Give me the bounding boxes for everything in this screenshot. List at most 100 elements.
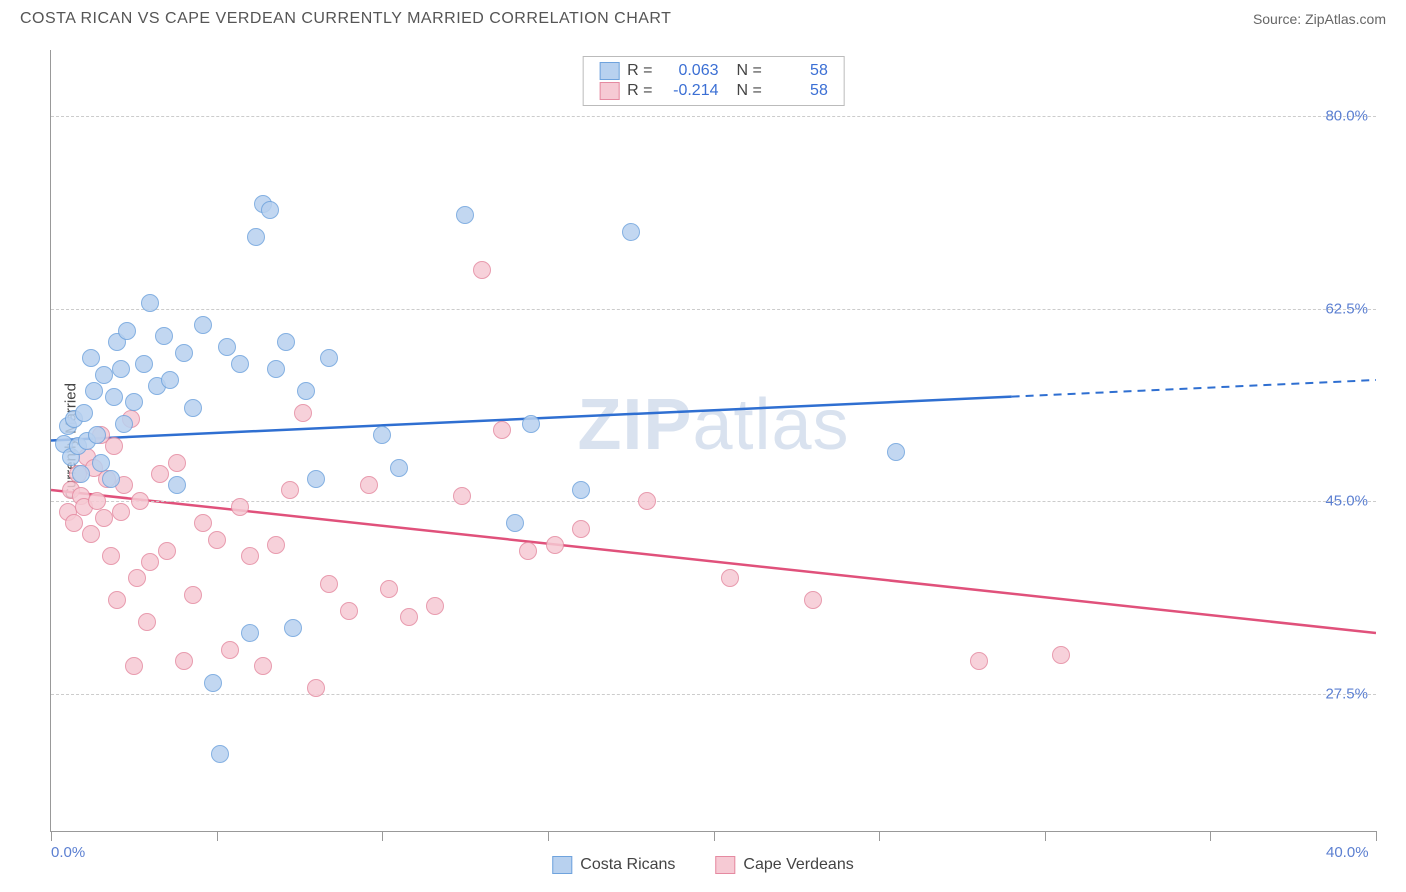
scatter-point xyxy=(85,382,103,400)
swatch-icon xyxy=(599,62,619,80)
x-tick xyxy=(1210,831,1211,841)
scatter-point xyxy=(493,421,511,439)
swatch-icon xyxy=(599,82,619,100)
scatter-point xyxy=(320,349,338,367)
scatter-point xyxy=(261,201,279,219)
scatter-point xyxy=(102,547,120,565)
scatter-point xyxy=(115,415,133,433)
scatter-point xyxy=(307,679,325,697)
scatter-point xyxy=(125,393,143,411)
scatter-point xyxy=(138,613,156,631)
scatter-point xyxy=(284,619,302,637)
y-tick-label: 45.0% xyxy=(1325,493,1368,510)
scatter-point xyxy=(135,355,153,373)
x-tick xyxy=(1376,831,1377,841)
scatter-point xyxy=(92,454,110,472)
scatter-point xyxy=(82,349,100,367)
scatter-point xyxy=(168,454,186,472)
scatter-point xyxy=(241,547,259,565)
scatter-point xyxy=(572,481,590,499)
scatter-point xyxy=(161,371,179,389)
swatch-icon xyxy=(552,856,572,874)
scatter-point xyxy=(194,514,212,532)
scatter-point xyxy=(108,591,126,609)
scatter-point xyxy=(970,652,988,670)
scatter-point xyxy=(102,470,120,488)
gridline xyxy=(51,501,1376,502)
scatter-point xyxy=(88,426,106,444)
scatter-point xyxy=(247,228,265,246)
scatter-point xyxy=(307,470,325,488)
scatter-point xyxy=(218,338,236,356)
trend-lines xyxy=(51,50,1376,831)
scatter-point xyxy=(75,404,93,422)
scatter-point xyxy=(141,294,159,312)
scatter-point xyxy=(522,415,540,433)
stats-legend: R = 0.063 N = 58 R = -0.214 N = 58 xyxy=(582,56,845,106)
scatter-point xyxy=(194,316,212,334)
scatter-point xyxy=(254,657,272,675)
x-tick xyxy=(217,831,218,841)
scatter-point xyxy=(473,261,491,279)
swatch-icon xyxy=(715,856,735,874)
scatter-point xyxy=(175,344,193,362)
scatter-point xyxy=(400,608,418,626)
scatter-point xyxy=(380,580,398,598)
scatter-point xyxy=(373,426,391,444)
scatter-point xyxy=(519,542,537,560)
plot-region: 27.5%45.0%62.5%80.0%0.0%40.0% xyxy=(51,50,1376,831)
y-tick-label: 62.5% xyxy=(1325,300,1368,317)
scatter-point xyxy=(360,476,378,494)
scatter-point xyxy=(546,536,564,554)
scatter-point xyxy=(211,745,229,763)
scatter-point xyxy=(105,437,123,455)
x-tick-label: 0.0% xyxy=(51,844,85,861)
x-tick xyxy=(382,831,383,841)
scatter-point xyxy=(1052,646,1070,664)
scatter-point xyxy=(184,586,202,604)
x-tick xyxy=(714,831,715,841)
legend-item-cape-verdeans: Cape Verdeans xyxy=(715,856,853,874)
scatter-point xyxy=(453,487,471,505)
chart-title: COSTA RICAN VS CAPE VERDEAN CURRENTLY MA… xyxy=(20,10,671,28)
scatter-point xyxy=(297,382,315,400)
scatter-point xyxy=(72,465,90,483)
scatter-point xyxy=(506,514,524,532)
x-tick-label: 40.0% xyxy=(1326,844,1369,861)
x-tick xyxy=(548,831,549,841)
scatter-point xyxy=(622,223,640,241)
x-tick xyxy=(879,831,880,841)
scatter-point xyxy=(231,355,249,373)
scatter-point xyxy=(267,360,285,378)
scatter-point xyxy=(65,514,83,532)
stats-row-cape-verdeans: R = -0.214 N = 58 xyxy=(599,81,828,101)
scatter-point xyxy=(294,404,312,422)
scatter-point xyxy=(267,536,285,554)
chart-source: Source: ZipAtlas.com xyxy=(1253,11,1386,27)
scatter-point xyxy=(241,624,259,642)
scatter-point xyxy=(128,569,146,587)
scatter-point xyxy=(88,492,106,510)
scatter-point xyxy=(155,327,173,345)
chart-area: ZIPatlas Currently Married 27.5%45.0%62.… xyxy=(50,50,1376,832)
scatter-point xyxy=(118,322,136,340)
scatter-point xyxy=(151,465,169,483)
x-tick xyxy=(51,831,52,841)
scatter-point xyxy=(887,443,905,461)
scatter-point xyxy=(175,652,193,670)
scatter-point xyxy=(231,498,249,516)
scatter-point xyxy=(221,641,239,659)
scatter-point xyxy=(184,399,202,417)
scatter-point xyxy=(125,657,143,675)
scatter-point xyxy=(390,459,408,477)
scatter-point xyxy=(572,520,590,538)
scatter-point xyxy=(131,492,149,510)
scatter-point xyxy=(204,674,222,692)
scatter-point xyxy=(277,333,295,351)
bottom-legend: Costa Ricans Cape Verdeans xyxy=(552,856,853,874)
stats-row-costa-ricans: R = 0.063 N = 58 xyxy=(599,61,828,81)
scatter-point xyxy=(95,366,113,384)
chart-header: COSTA RICAN VS CAPE VERDEAN CURRENTLY MA… xyxy=(0,0,1406,36)
scatter-point xyxy=(804,591,822,609)
gridline xyxy=(51,116,1376,117)
